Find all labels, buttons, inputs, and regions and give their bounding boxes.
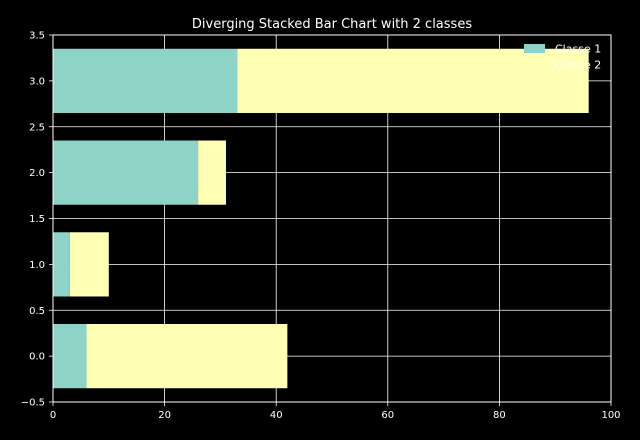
y-tick-label: 0.0: [29, 352, 45, 363]
y-axis-ticks: −0.5 0.0 0.5 1.0 1.5 2.0 2.5 3.0 3.5: [21, 31, 53, 409]
x-tick-label: 0: [50, 410, 56, 421]
x-tick-label: 100: [601, 410, 620, 421]
x-tick-label: 40: [270, 410, 283, 421]
legend-label-classe-1: Classe 1: [555, 43, 601, 56]
bar-segment-classe-1: [53, 232, 70, 297]
y-tick-label: 1.5: [29, 214, 45, 225]
legend: Classe 1 Classe 2: [524, 43, 601, 72]
x-axis-ticks: 0 20 40 60 80 100: [50, 402, 621, 421]
x-tick-label: 60: [381, 410, 394, 421]
y-tick-label: 2.0: [29, 168, 45, 179]
x-tick-label: 80: [493, 410, 506, 421]
y-tick-label: 3.5: [29, 31, 45, 42]
y-tick-label: 2.5: [29, 122, 45, 133]
x-tick-label: 20: [158, 410, 171, 421]
y-tick-label: −0.5: [21, 398, 45, 409]
bar-segment-classe-1: [53, 140, 199, 205]
bar-segment-classe-2: [69, 232, 109, 297]
legend-swatch-classe-2: [524, 60, 545, 69]
y-tick-label: 3.0: [29, 76, 45, 87]
bar-segment-classe-2: [86, 324, 288, 389]
bar-segment-classe-1: [53, 324, 87, 389]
y-tick-label: 1.0: [29, 260, 45, 271]
chart-title: Diverging Stacked Bar Chart with 2 class…: [192, 17, 472, 32]
bar-segment-classe-2: [237, 48, 589, 113]
bars: [53, 48, 589, 389]
y-tick-label: 0.5: [29, 306, 45, 317]
legend-label-classe-2: Classe 2: [555, 59, 601, 72]
bar-segment-classe-1: [53, 48, 238, 113]
bar-segment-classe-2: [198, 140, 226, 205]
legend-swatch-classe-1: [524, 44, 545, 53]
